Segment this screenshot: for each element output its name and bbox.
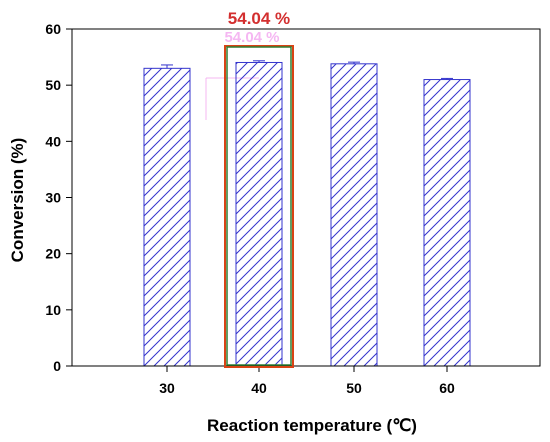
y-tick-label: 40 xyxy=(45,133,61,149)
bar xyxy=(235,61,283,367)
x-axis-title: Reaction temperature (℃) xyxy=(207,416,417,435)
y-tick-label: 50 xyxy=(45,77,61,93)
highlight-box-outer xyxy=(224,45,294,368)
y-tick-label: 0 xyxy=(53,358,61,374)
bar xyxy=(330,63,378,367)
y-tick-label: 10 xyxy=(45,302,61,318)
y-axis-title: Conversion (%) xyxy=(8,138,27,263)
highlight-group: 54.04 % xyxy=(224,9,294,368)
highlight-box-inner xyxy=(226,46,292,366)
x-tick-label: 30 xyxy=(159,380,175,396)
bar xyxy=(143,67,191,367)
x-tick-label: 60 xyxy=(439,380,455,396)
highlight-value-label: 54.04 % xyxy=(228,9,290,28)
x-tick-label: 40 xyxy=(251,380,267,396)
axes-group: 0 10 20 30 40 50 60 30 40 50 60 xyxy=(45,21,541,396)
x-tick-label: 50 xyxy=(346,380,362,396)
ghost-value-label: 54.04 % xyxy=(224,29,279,46)
y-tick-label: 60 xyxy=(45,21,61,37)
y-tick-label: 30 xyxy=(45,190,61,206)
y-tick-label: 20 xyxy=(45,246,61,262)
bar xyxy=(423,79,471,367)
bars-group xyxy=(143,60,471,367)
